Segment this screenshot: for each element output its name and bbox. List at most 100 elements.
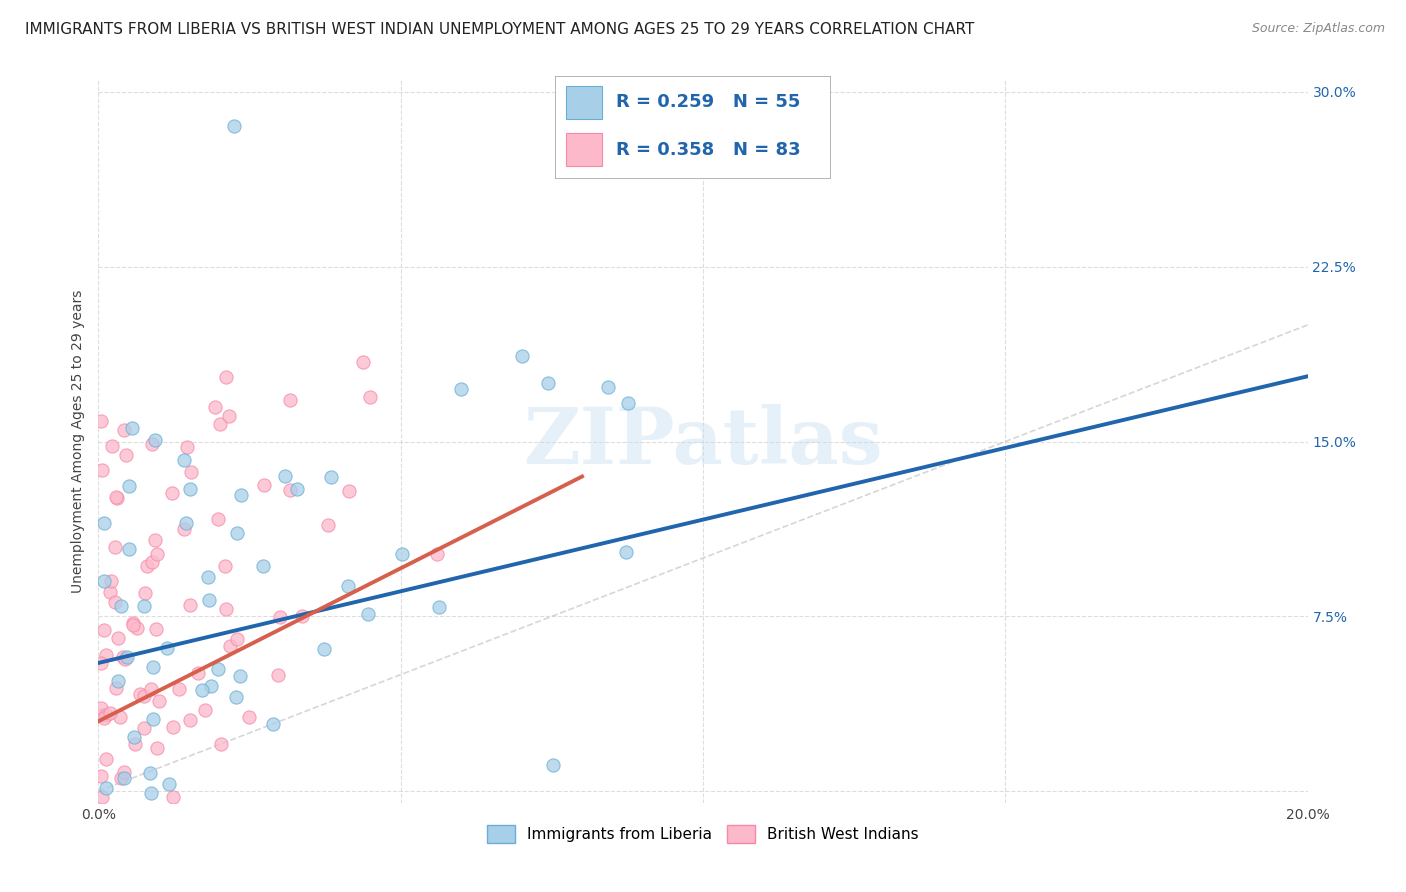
- Point: [169, 682, 191, 697]
- Y-axis label: Unemployment Among Ages 25 to 29 years: Unemployment Among Ages 25 to 29 years: [72, 290, 86, 593]
- Point: [139, 681, 162, 696]
- Point: [105, 491, 128, 505]
- Point: [145, 822, 167, 837]
- Point: [94, 648, 117, 663]
- Point: [94, 708, 117, 723]
- Point: [142, 660, 165, 674]
- Point: [103, 863, 125, 878]
- Point: [157, 777, 180, 791]
- Point: [132, 722, 155, 736]
- Point: [162, 846, 184, 860]
- Point: [148, 694, 170, 708]
- Point: [97, 854, 120, 868]
- Point: [617, 396, 640, 410]
- Point: [209, 417, 232, 431]
- Point: [118, 541, 141, 556]
- Point: [214, 369, 236, 384]
- Point: [121, 616, 143, 631]
- Point: [124, 730, 146, 744]
- Point: [197, 570, 219, 584]
- Point: [139, 787, 162, 801]
- Point: [207, 662, 229, 676]
- Point: [187, 666, 209, 681]
- Point: [112, 649, 135, 664]
- Point: [269, 609, 291, 624]
- Point: [218, 409, 240, 424]
- Point: [209, 737, 232, 751]
- Point: [118, 861, 141, 875]
- Point: [104, 681, 127, 696]
- Point: [273, 468, 295, 483]
- Point: [337, 579, 360, 593]
- Point: [104, 595, 127, 609]
- Point: [290, 609, 312, 624]
- Point: [94, 781, 117, 796]
- Point: [226, 526, 249, 541]
- Point: [176, 440, 198, 454]
- Point: [337, 484, 360, 499]
- Point: [90, 656, 112, 670]
- Point: [614, 544, 637, 558]
- Point: [162, 789, 184, 804]
- Point: [114, 448, 136, 462]
- Point: [115, 649, 138, 664]
- Point: [128, 688, 150, 702]
- Point: [100, 706, 122, 720]
- Point: [104, 540, 127, 554]
- Point: [179, 482, 201, 496]
- Point: [359, 390, 381, 404]
- Point: [112, 771, 135, 785]
- Text: R = 0.358   N = 83: R = 0.358 N = 83: [616, 141, 800, 159]
- Point: [90, 769, 112, 783]
- Point: [145, 623, 167, 637]
- Point: [132, 599, 155, 613]
- Point: [90, 414, 112, 428]
- Point: [100, 574, 122, 588]
- Point: [160, 485, 183, 500]
- Point: [107, 631, 129, 645]
- Point: [179, 713, 201, 727]
- Point: [110, 599, 132, 614]
- Point: [174, 516, 197, 531]
- Point: [173, 522, 195, 536]
- Point: [596, 380, 619, 394]
- Point: [190, 683, 212, 698]
- Point: [107, 674, 129, 689]
- Point: [118, 479, 141, 493]
- Point: [173, 453, 195, 467]
- Point: [537, 376, 560, 390]
- Point: [543, 758, 565, 772]
- Text: Source: ZipAtlas.com: Source: ZipAtlas.com: [1251, 22, 1385, 36]
- Point: [266, 668, 288, 682]
- Point: [114, 652, 136, 666]
- Point: [104, 490, 127, 504]
- Point: [134, 689, 156, 703]
- Point: [262, 717, 284, 731]
- Point: [96, 812, 118, 826]
- Point: [238, 710, 260, 724]
- Point: [198, 593, 221, 607]
- Point: [145, 547, 167, 561]
- Point: [278, 483, 301, 498]
- Point: [450, 382, 472, 396]
- Point: [215, 601, 238, 615]
- Point: [90, 789, 112, 804]
- FancyBboxPatch shape: [567, 133, 602, 166]
- Point: [136, 822, 159, 837]
- FancyBboxPatch shape: [567, 87, 602, 119]
- Point: [156, 641, 179, 656]
- Point: [110, 771, 132, 785]
- Point: [318, 517, 340, 532]
- Point: [180, 465, 202, 479]
- Point: [225, 632, 247, 646]
- Point: [252, 558, 274, 573]
- Point: [319, 470, 342, 484]
- Point: [194, 703, 217, 717]
- Point: [142, 712, 165, 726]
- Point: [141, 437, 163, 451]
- Point: [139, 766, 162, 780]
- Point: [143, 433, 166, 447]
- Point: [134, 586, 156, 600]
- Point: [207, 512, 229, 526]
- Point: [391, 548, 413, 562]
